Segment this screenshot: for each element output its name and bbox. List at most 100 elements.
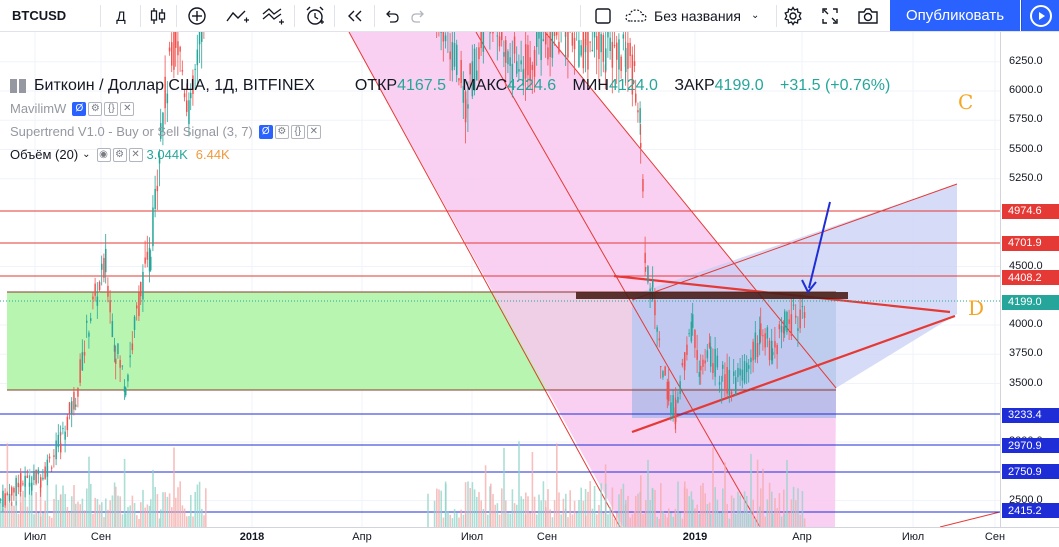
indicator-name[interactable]: MavilimW: [10, 101, 67, 116]
candle-body[interactable]: [607, 32, 609, 38]
candle-body[interactable]: [451, 42, 454, 71]
candle-body[interactable]: [710, 346, 712, 367]
interval-button[interactable]: Д: [106, 0, 136, 31]
projection-triangle[interactable]: [632, 184, 957, 388]
candle-body[interactable]: [768, 340, 771, 361]
candle-body[interactable]: [545, 32, 547, 45]
candle-body[interactable]: [609, 37, 611, 52]
candle-body[interactable]: [171, 42, 173, 66]
candle-body[interactable]: [750, 357, 752, 363]
candle-body[interactable]: [13, 487, 15, 493]
candle-body[interactable]: [786, 311, 788, 333]
candle-body[interactable]: [88, 332, 90, 337]
candle-body[interactable]: [90, 318, 92, 321]
candle-body[interactable]: [567, 32, 569, 58]
select-layout-button[interactable]: [590, 0, 616, 31]
candle-body[interactable]: [772, 351, 774, 355]
candle-body[interactable]: [762, 335, 764, 337]
candle-body[interactable]: [788, 319, 790, 324]
candle-body[interactable]: [113, 344, 116, 352]
candle-body[interactable]: [635, 93, 637, 103]
candle-body[interactable]: [186, 100, 188, 112]
candle-body[interactable]: [741, 369, 744, 381]
candle-body[interactable]: [173, 32, 175, 70]
candle-body[interactable]: [513, 36, 516, 54]
candle-body[interactable]: [656, 327, 658, 332]
price-level-badge[interactable]: 4701.9: [1002, 235, 1059, 251]
candle-body[interactable]: [525, 44, 527, 71]
candle-body[interactable]: [81, 352, 84, 371]
candle-body[interactable]: [177, 41, 179, 56]
candle-body[interactable]: [8, 493, 11, 501]
candle-body[interactable]: [68, 402, 71, 415]
candle-body[interactable]: [706, 350, 709, 359]
candle-body[interactable]: [2, 490, 4, 508]
candle-body[interactable]: [629, 42, 631, 57]
price-level-badge[interactable]: 4974.6: [1002, 203, 1059, 219]
candle-body[interactable]: [764, 333, 766, 348]
candle-body[interactable]: [558, 41, 560, 53]
candle-body[interactable]: [696, 350, 698, 360]
candle-body[interactable]: [4, 493, 6, 506]
candle-body[interactable]: [792, 304, 795, 306]
candle-body[interactable]: [649, 288, 651, 294]
candle-body[interactable]: [746, 362, 748, 373]
candle-body[interactable]: [188, 100, 190, 125]
candle-body[interactable]: [465, 99, 467, 118]
candle-body[interactable]: [679, 381, 681, 394]
candle-body[interactable]: [111, 320, 114, 338]
candle-body[interactable]: [190, 92, 192, 99]
candle-body[interactable]: [681, 363, 684, 366]
candle-body[interactable]: [179, 46, 181, 52]
candle-body[interactable]: [509, 57, 511, 66]
candle-body[interactable]: [714, 349, 716, 377]
candle-body[interactable]: [198, 32, 201, 45]
candle-body[interactable]: [730, 391, 733, 395]
candle-body[interactable]: [152, 207, 154, 247]
candle-body[interactable]: [654, 300, 656, 316]
candle-body[interactable]: [473, 48, 476, 91]
support-trendline[interactable]: [631, 314, 956, 434]
candle-body[interactable]: [35, 469, 37, 484]
candle-body[interactable]: [511, 63, 514, 80]
price-candles[interactable]: [0, 32, 806, 512]
candle-body[interactable]: [0, 499, 2, 501]
candle-body[interactable]: [20, 473, 22, 487]
candle-body[interactable]: [672, 395, 674, 417]
wave-label-d[interactable]: D: [968, 296, 985, 320]
candle-body[interactable]: [662, 371, 664, 378]
candle-body[interactable]: [31, 482, 33, 491]
candle-body[interactable]: [46, 459, 49, 477]
price-level-badge[interactable]: 4408.2: [1002, 270, 1059, 286]
source-icon[interactable]: {}: [104, 101, 119, 116]
candle-body[interactable]: [790, 314, 793, 337]
candle-body[interactable]: [622, 34, 625, 39]
candle-body[interactable]: [760, 323, 762, 336]
candle-body[interactable]: [797, 328, 799, 331]
candle-body[interactable]: [642, 178, 644, 192]
candle-body[interactable]: [644, 252, 646, 264]
candle-body[interactable]: [94, 283, 96, 296]
candle-body[interactable]: [86, 320, 88, 323]
candle-body[interactable]: [83, 351, 86, 356]
candle-body[interactable]: [718, 382, 721, 385]
candle-body[interactable]: [600, 34, 602, 53]
candle-body[interactable]: [778, 324, 781, 330]
settings-icon[interactable]: ⚙: [88, 101, 103, 116]
candle-body[interactable]: [536, 32, 538, 47]
candle-body[interactable]: [48, 456, 51, 459]
candle-body[interactable]: [688, 333, 690, 335]
candle-body[interactable]: [754, 332, 757, 360]
candle-body[interactable]: [60, 443, 62, 453]
candle-body[interactable]: [611, 41, 614, 68]
candle-body[interactable]: [183, 93, 186, 98]
candle-body[interactable]: [51, 467, 53, 469]
candle-body[interactable]: [62, 428, 64, 430]
candle-body[interactable]: [743, 361, 746, 383]
candle-body[interactable]: [156, 185, 159, 192]
symbol-search-button[interactable]: BTCUSD: [0, 0, 100, 31]
candle-body[interactable]: [774, 341, 776, 348]
candle-body[interactable]: [440, 32, 442, 33]
candle-body[interactable]: [660, 366, 662, 368]
alert-button[interactable]: [300, 0, 330, 31]
